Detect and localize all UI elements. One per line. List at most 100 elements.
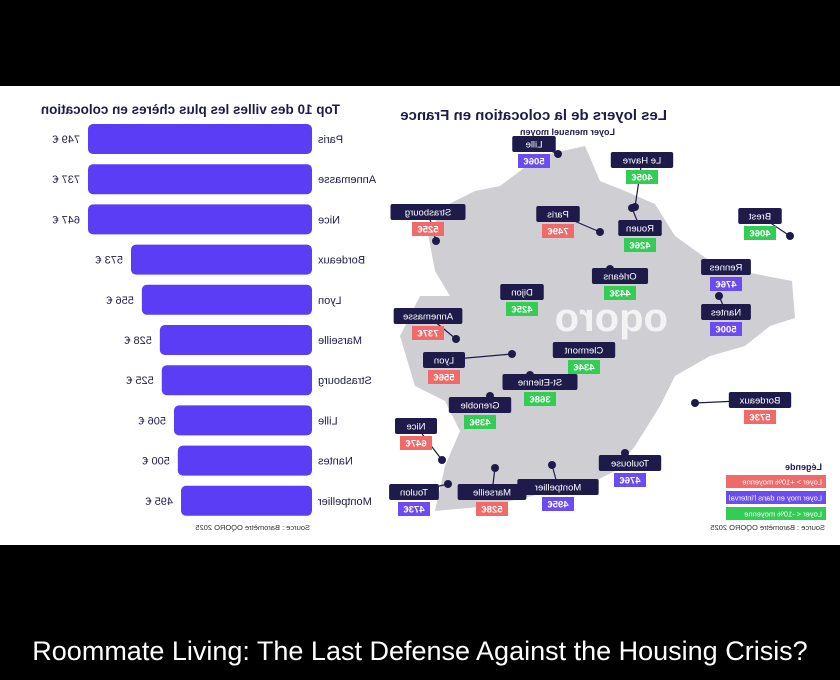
bar-category-label-bordeaux: Bordeaux	[318, 255, 366, 267]
bar-value-label-nice: 647 €	[52, 214, 80, 226]
city-rent-lille: 506€	[523, 157, 545, 168]
city-rent-clermont: 434€	[573, 363, 595, 374]
city-marker-marseille: Marseille 528€	[457, 464, 527, 516]
bar-annemasse	[88, 164, 312, 195]
bar-nice	[88, 204, 312, 235]
city-marker-montpellier: Montpellier 495€	[517, 461, 599, 511]
city-marker-nice: Nice 647€	[395, 418, 446, 464]
bar-category-label-montpellier: Montpellier	[318, 496, 372, 508]
city-dot-rouen	[628, 204, 636, 212]
bar-value-label-marseille: 528 €	[124, 335, 152, 347]
city-marker-brest: Brest 406€	[738, 208, 794, 240]
city-rent-bordeaux: 573€	[749, 413, 771, 424]
bar-lyon	[141, 284, 312, 315]
city-rent-annemasse: 737€	[417, 329, 439, 340]
legend-label-within: Loyer moy en dans l'interval	[729, 494, 822, 503]
city-marker-dijon: Dijon 425€	[500, 284, 544, 316]
city-rent-toulon: 473€	[403, 505, 425, 516]
city-rent-orl-ans: 443€	[609, 289, 631, 300]
city-marker-strasbourg: Strasbourg 525€	[390, 204, 466, 245]
city-dot-montpellier	[548, 461, 556, 469]
city-rent-lyon: 556€	[433, 373, 455, 384]
city-dot-toulon	[444, 480, 452, 488]
city-marker-toulouse: Toulouse 476€	[598, 449, 662, 487]
bar-chart-section: Top 10 des villes les plus chères en col…	[41, 102, 376, 532]
city-name-st-etienne: St-Etienne	[518, 378, 562, 389]
city-rent-dijon: 425€	[511, 305, 533, 316]
city-marker-nantes: Nantes 500€	[701, 292, 751, 336]
bar-strasbourg	[161, 365, 312, 396]
map-title: Les loyers de la colocation en France	[400, 107, 667, 124]
infographic-panel: Les loyers de la colocation en France Lo…	[0, 86, 840, 545]
bar-category-label-marseille: Marseille	[318, 335, 362, 347]
city-dot-annemasse	[452, 335, 460, 343]
bar-montpellier	[181, 485, 312, 516]
city-dot-brest	[786, 232, 794, 240]
legend-label-above: Loyer > +10% moyenne	[742, 478, 822, 487]
city-name-montpellier: Montpellier	[535, 483, 581, 494]
bar-nantes	[177, 445, 312, 476]
bar-lille	[173, 405, 312, 436]
city-marker-clermont: Clermont 434€	[552, 342, 616, 374]
city-name-brest: Brest	[749, 212, 772, 223]
bar-value-label-nantes: 500 €	[142, 456, 170, 468]
bar-marseille	[159, 325, 312, 355]
city-name-lyon: Lyon	[434, 356, 454, 367]
city-rent-rennes: 476€	[715, 280, 737, 291]
bar-paris	[88, 124, 312, 154]
city-marker-lille: Lille 506€	[512, 136, 562, 168]
bar-value-label-bordeaux: 573 €	[95, 255, 123, 267]
bar-bordeaux	[130, 244, 312, 275]
bar-chart-title: Top 10 des villes les plus chères en col…	[41, 102, 340, 117]
bar-value-label-paris: 749 €	[52, 134, 80, 146]
city-name-nantes: Nantes	[711, 308, 741, 319]
city-rent-toulouse: 476€	[619, 476, 641, 487]
city-marker-toulon: Toulon 473€	[389, 480, 452, 516]
city-name-annemasse: Annemasse	[403, 312, 453, 323]
legend-swatch-within	[726, 491, 826, 504]
city-name-bordeaux: Bordeaux	[739, 396, 780, 407]
bar-value-label-montpellier: 495 €	[145, 496, 173, 508]
city-rent-rouen: 426€	[629, 241, 651, 252]
city-name-toulon: Toulon	[400, 488, 428, 499]
france-map-shape	[400, 146, 795, 511]
city-marker-paris: Paris 749€	[536, 206, 604, 238]
map-source: Source : Baromètre OQORO 2025	[710, 523, 825, 532]
city-marker-orl-ans: Orléans 443€	[591, 265, 649, 300]
map-section: Les loyers de la colocation en France Lo…	[389, 107, 826, 532]
city-dot-strasbourg	[432, 237, 440, 245]
city-dot-nice	[438, 456, 446, 464]
city-name-toulouse: Toulouse	[611, 459, 649, 470]
map-legend: Légende Loyer > +10% moyenne Loyer moy en…	[726, 462, 826, 520]
bar-category-label-paris: Paris	[318, 134, 344, 146]
city-name-grenoble: Grenoble	[460, 401, 499, 412]
bar-chart-bars: Paris 749 € Annemasse 737 € Nice 647 € Bordeau…	[52, 124, 376, 516]
legend-swatch-below	[726, 507, 826, 520]
map-subtitle: Loyer mensuel moyen	[520, 127, 615, 137]
bottom-caption: Roommate Living: The Last Defense Agains…	[32, 636, 808, 666]
city-rent-nice: 647€	[405, 439, 427, 450]
infographic-svg: Les loyers de la colocation en France Lo…	[41, 102, 826, 532]
city-dot-lyon	[508, 350, 516, 358]
city-marker-bordeaux: Bordeaux 573€	[691, 392, 792, 424]
city-rent-grenoble: 439€	[469, 418, 491, 429]
bar-category-label-strasbourg: Strasbourg	[318, 375, 372, 387]
bar-value-label-lille: 506 €	[138, 415, 166, 427]
bar-value-label-annemasse: 737 €	[52, 174, 80, 186]
city-dot-marseille	[491, 464, 499, 472]
city-dot-bordeaux	[691, 399, 699, 407]
city-rent-nantes: 500€	[715, 325, 737, 336]
city-rent-montpellier: 495€	[547, 500, 569, 511]
bar-value-label-strasbourg: 525 €	[126, 375, 154, 387]
city-dot-paris	[596, 228, 604, 236]
city-name-dijon: Dijon	[511, 288, 533, 299]
city-rent-brest: 406€	[749, 229, 771, 240]
city-name-orl-ans: Orléans	[603, 272, 637, 283]
city-name-rennes: Rennes	[709, 263, 742, 274]
city-name-le-havre: Le Havre	[623, 156, 662, 167]
city-name-rouen: Rouen	[626, 224, 654, 235]
bar-category-label-nantes: Nantes	[318, 456, 353, 468]
city-labels-layer: Lille 506€ Le Havre 405€ Strasbourg 525€ Paris…	[389, 136, 794, 516]
city-rent-le-havre: 405€	[631, 173, 653, 184]
city-marker-le-havre: Le Havre 405€	[610, 152, 674, 211]
